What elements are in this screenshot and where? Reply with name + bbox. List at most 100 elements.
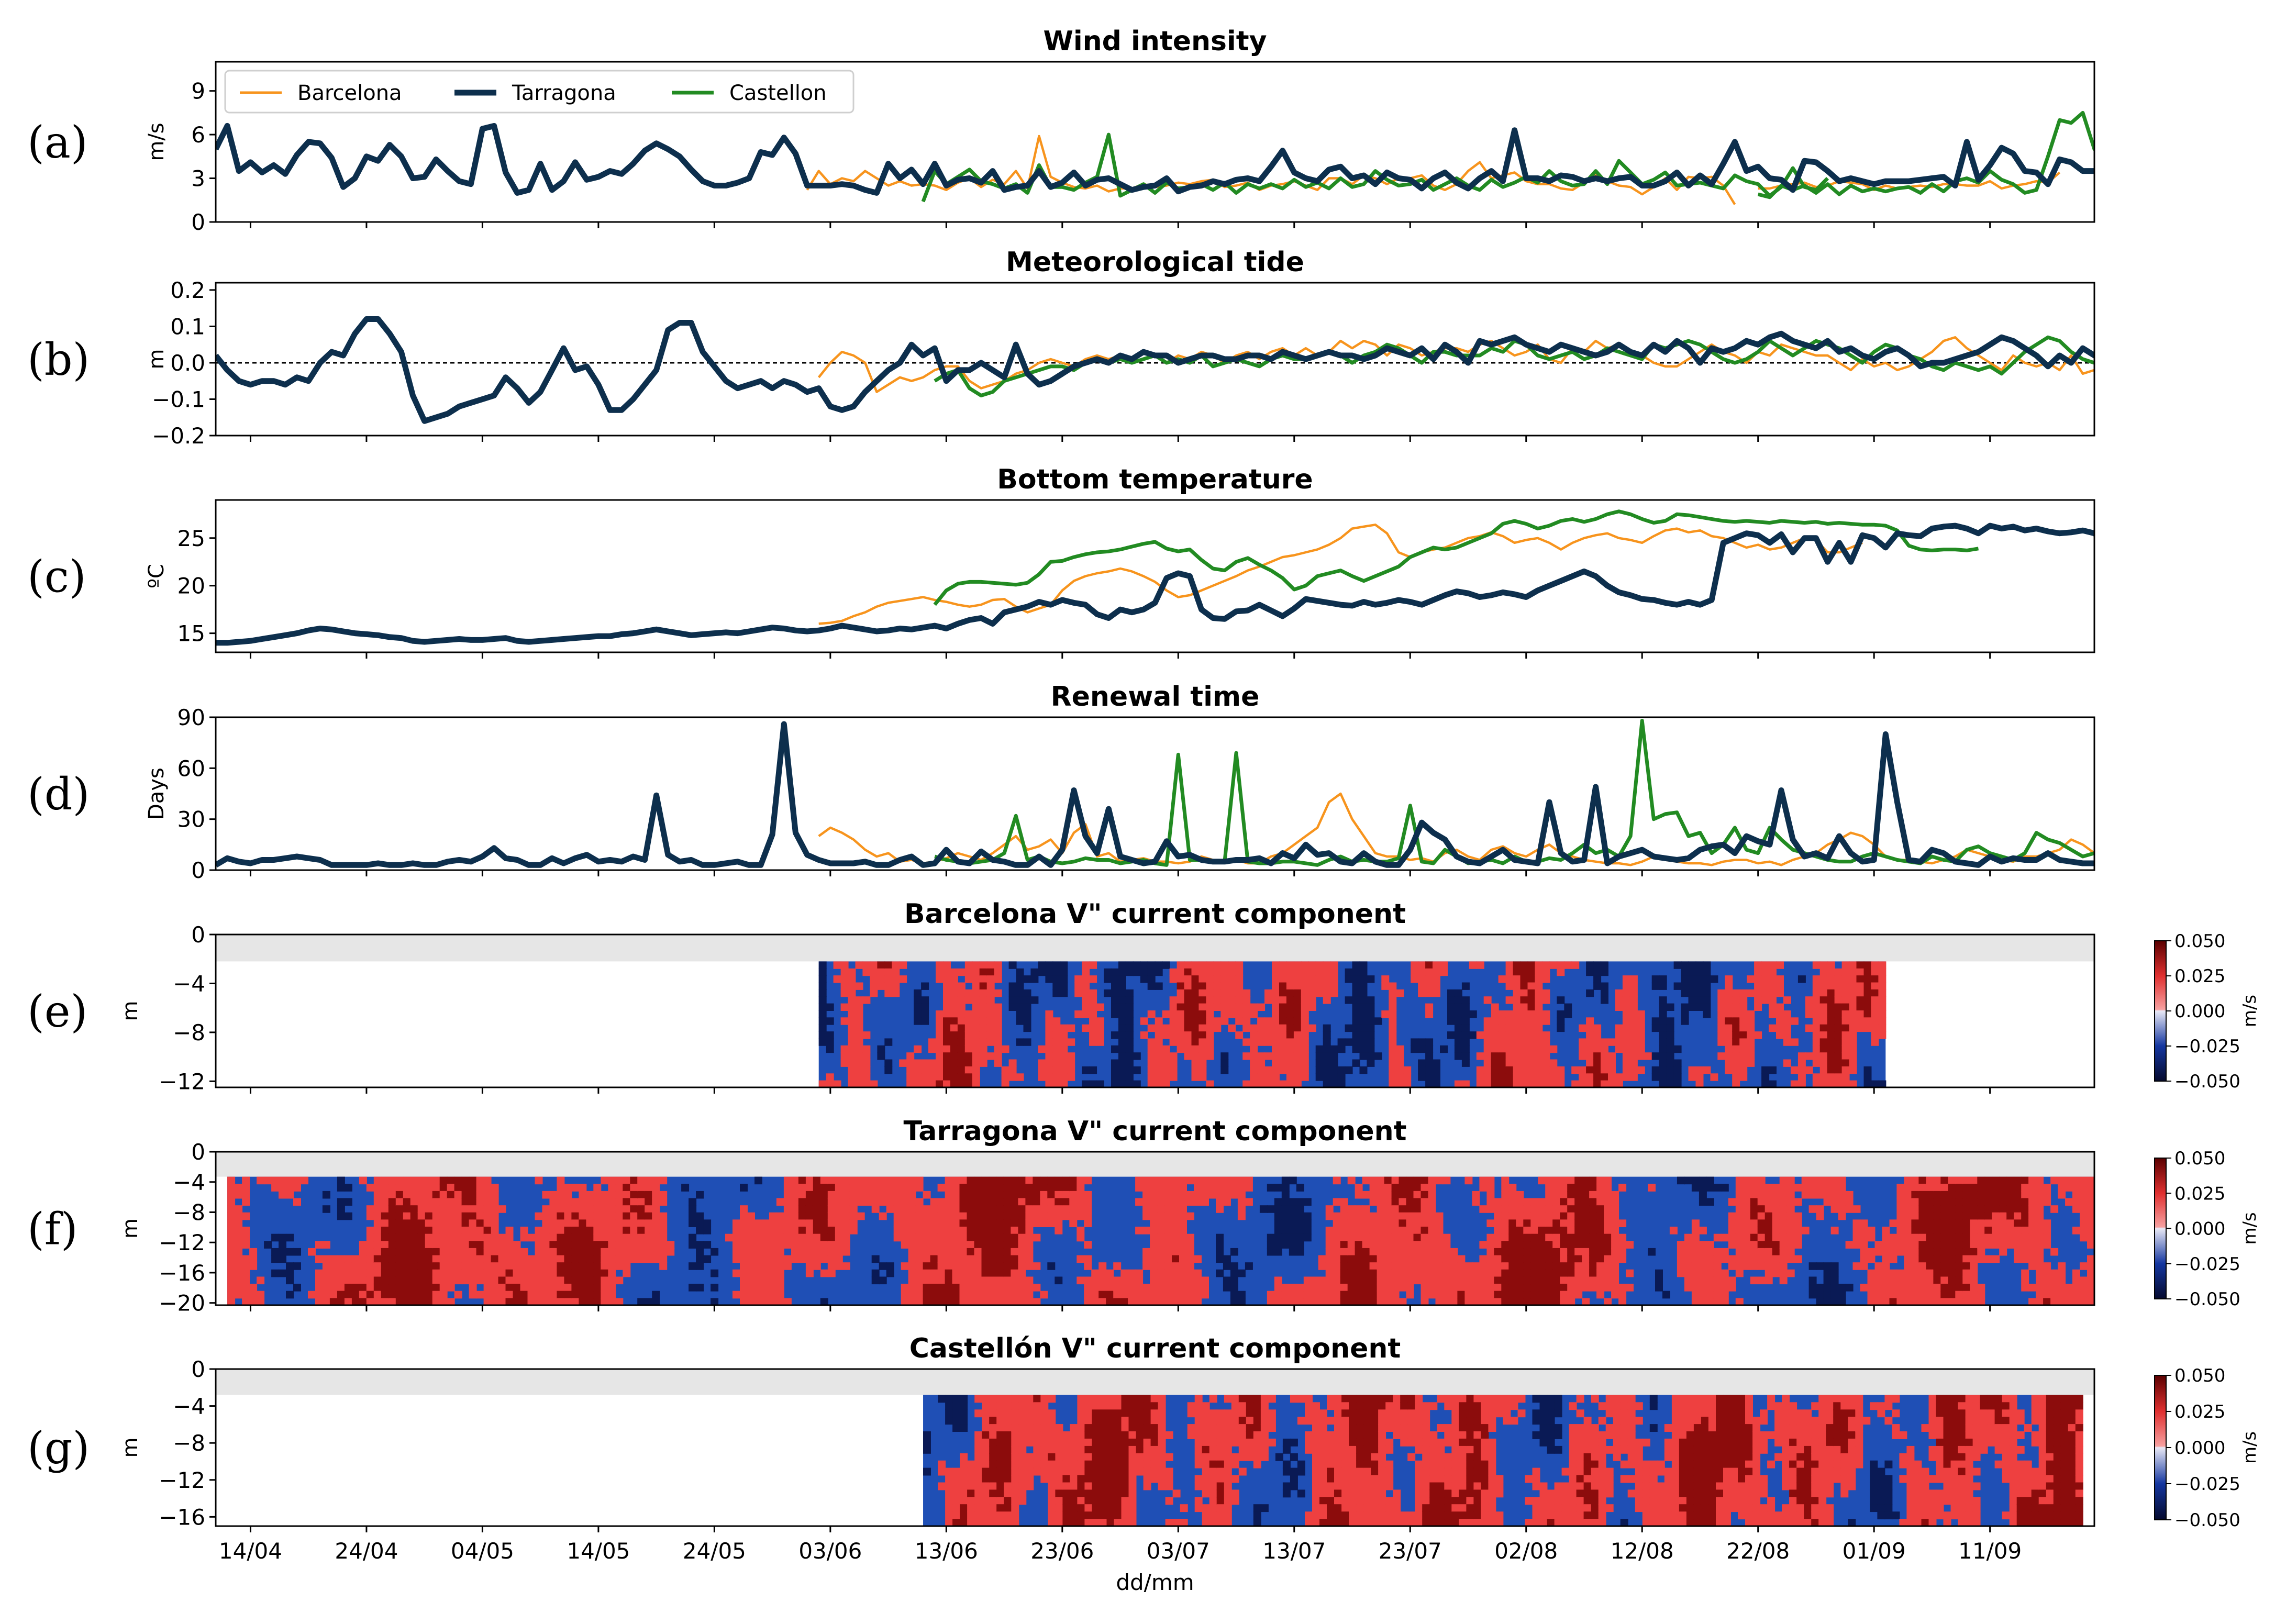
series-line-tarragona-2[interactable] xyxy=(216,294,2275,424)
heatmap-cell xyxy=(403,1191,411,1199)
heatmap-cell xyxy=(1052,1024,1061,1032)
heatmap-cell xyxy=(1257,1059,1266,1067)
heatmap-cell xyxy=(1790,1066,1799,1074)
heatmap-cell xyxy=(974,1489,983,1498)
heatmap-cell xyxy=(1776,989,1784,997)
heatmap-cell xyxy=(1501,1284,1510,1292)
series-line-tarragona-2[interactable] xyxy=(216,522,2275,646)
heatmap-cell xyxy=(862,1066,871,1074)
heatmap-cell xyxy=(964,1073,973,1081)
heatmap-cell xyxy=(1389,1038,1397,1046)
heatmap-cell xyxy=(870,1080,878,1087)
heatmap-cell xyxy=(1016,1010,1024,1018)
heatmap-cell xyxy=(549,1198,558,1206)
heatmap-cell xyxy=(1699,1198,1707,1206)
heatmap-cell xyxy=(1856,968,1865,976)
heatmap-cell xyxy=(1384,1269,1392,1277)
axes-frame xyxy=(215,933,2095,1088)
heatmap-cell xyxy=(1699,1276,1707,1285)
heatmap-cell xyxy=(813,1205,821,1213)
heatmap-cell xyxy=(586,1198,594,1206)
heatmap-cell xyxy=(1637,1031,1645,1039)
series-line-castellon-2[interactable] xyxy=(921,132,1829,203)
heatmap-cell xyxy=(1769,968,1777,976)
heatmap-cell xyxy=(1245,1184,1253,1192)
heatmap-cell xyxy=(373,1212,382,1220)
series-line-castellon-1[interactable] xyxy=(934,301,2275,397)
heatmap-cell xyxy=(1359,1038,1368,1046)
heatmap-cell xyxy=(1882,1255,1890,1263)
heatmap-cell xyxy=(1355,1184,1363,1192)
series-line-castellon-1[interactable] xyxy=(934,719,2275,867)
series-line-barcelona-0[interactable] xyxy=(817,297,2234,393)
heatmap-cell xyxy=(979,975,987,983)
heatmap-cell xyxy=(1399,1269,1407,1277)
heatmap-cell xyxy=(483,1233,492,1242)
series-line-castellon-1[interactable] xyxy=(933,509,1979,606)
heatmap-cell xyxy=(798,1212,806,1220)
heatmap-cell xyxy=(733,1233,740,1242)
series-line-barcelona-0[interactable] xyxy=(818,524,1863,625)
series-line-tarragona-2[interactable] xyxy=(216,721,2275,868)
heatmap-cell xyxy=(1172,1248,1180,1256)
heatmap-cell xyxy=(315,1291,323,1299)
heatmap-cell xyxy=(937,1269,946,1277)
heatmap-cell xyxy=(950,1017,958,1025)
heatmap-cell xyxy=(388,1298,396,1305)
heatmap-cell xyxy=(1323,1052,1331,1060)
heatmap-cell xyxy=(1135,1291,1144,1299)
heatmap-cell xyxy=(623,1212,631,1220)
heatmap-cell xyxy=(1863,982,1872,990)
heatmap-cell xyxy=(1279,1080,1287,1087)
heatmap-cell xyxy=(1033,1284,1041,1292)
heatmap-cell xyxy=(1096,1038,1104,1046)
heatmap-cell xyxy=(1948,1191,1956,1199)
heatmap-cell xyxy=(1841,989,1850,997)
heatmap-cell xyxy=(1538,1212,1546,1220)
heatmap-cell xyxy=(937,1291,946,1299)
heatmap-cell xyxy=(1389,1052,1397,1060)
heatmap-cell xyxy=(1272,1059,1280,1067)
heatmap-cell xyxy=(1399,1191,1407,1199)
heatmap-cell xyxy=(373,1298,382,1305)
heatmap-cell xyxy=(1025,1219,1034,1227)
heatmap-cell xyxy=(1863,1010,1872,1018)
heatmap-cell xyxy=(1827,1010,1835,1018)
heatmap-cell xyxy=(1604,1241,1612,1249)
heatmap-cell xyxy=(615,1191,624,1199)
heatmap-cell xyxy=(1191,1073,1200,1081)
heatmap-cell xyxy=(1666,1003,1674,1011)
heatmap-cell xyxy=(491,1284,499,1292)
heatmap-cell xyxy=(2050,1291,2059,1299)
series-line-castellon-3[interactable] xyxy=(1757,110,2129,202)
heatmap-cell xyxy=(1860,1255,1868,1263)
heatmap-cell xyxy=(1235,961,1244,969)
heatmap-cell xyxy=(747,1269,755,1277)
heatmap-cell xyxy=(754,1233,762,1242)
heatmap-cell xyxy=(1179,1269,1187,1277)
heatmap-cell xyxy=(388,1233,396,1242)
heatmap-cell xyxy=(1764,1191,1773,1199)
heatmap-cell xyxy=(395,1262,404,1270)
heatmap-cell xyxy=(1191,1010,1200,1018)
heatmap-cell xyxy=(1045,1017,1053,1025)
heatmap-cell xyxy=(1498,1073,1506,1081)
heatmap-cell xyxy=(1713,1255,1722,1263)
heatmap-cell xyxy=(1970,1284,1978,1292)
heatmap-cell xyxy=(1077,1227,1085,1234)
heatmap-cell xyxy=(762,1241,770,1249)
heatmap-cell xyxy=(1764,1205,1773,1213)
heatmap-cell xyxy=(373,1219,382,1227)
heatmap-cell xyxy=(733,1227,740,1234)
series-line-tarragona-4[interactable] xyxy=(216,123,2141,196)
heatmap-cell xyxy=(1586,1024,1594,1032)
heatmap-cell xyxy=(235,1269,243,1277)
heatmap-cell xyxy=(235,1191,243,1199)
heatmap-cell xyxy=(579,1191,587,1199)
heatmap-cell xyxy=(1721,1248,1729,1256)
heatmap-cell xyxy=(1513,1059,1521,1067)
heatmap-cell xyxy=(476,1291,484,1299)
heatmap-cell xyxy=(1301,1066,1309,1074)
heatmap-cell xyxy=(235,1241,243,1249)
heatmap-cell xyxy=(1472,1276,1480,1285)
